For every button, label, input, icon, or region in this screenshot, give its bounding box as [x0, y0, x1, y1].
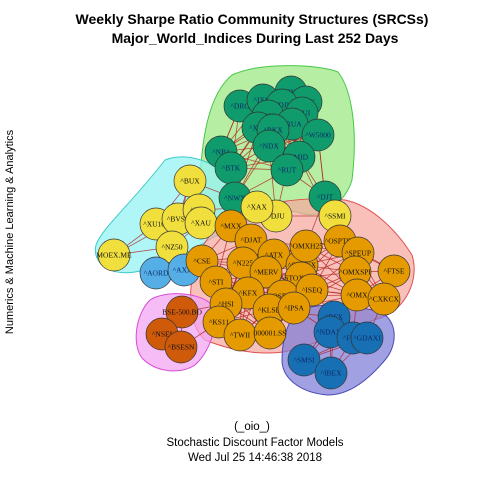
node-label: ^CXKCX [369, 295, 399, 304]
node-circle[interactable] [249, 255, 283, 289]
node-merv[interactable]: ^MERV [249, 255, 283, 289]
node-label: ^XAX [247, 203, 267, 212]
node-smsi[interactable]: ^SMSI [287, 343, 321, 377]
node-label: ^NDAXI [316, 328, 344, 337]
node-label: ^IBEX [320, 369, 342, 378]
node-label: ^IXIC [254, 96, 273, 105]
node-label: ^HSI [218, 300, 234, 309]
node-bux[interactable]: ^BUX [173, 164, 207, 198]
node-layer: ^DRG^IXIC^NYA^OEX^DJI^RUI^PSE^RUA^XMI^BK… [96, 75, 411, 390]
node-label: ^BUX [180, 177, 200, 186]
node-xax[interactable]: ^XAX [240, 190, 274, 224]
node-btk[interactable]: ^BTK [214, 151, 248, 185]
node-bse-500-bo[interactable]: BSE-500.BO [162, 295, 202, 329]
title-line-2: Major_World_Indices During Last 252 Days [112, 30, 399, 46]
node-label: ^BTK [222, 164, 241, 173]
node-label: ^W5000 [305, 131, 331, 140]
node-circle[interactable] [287, 343, 321, 377]
node-moex-me[interactable]: MOEX.ME [96, 238, 132, 272]
node-label: ^DJI [275, 101, 290, 110]
node-label: ^STI [209, 278, 224, 287]
node-label: ^OMXH25 [289, 242, 323, 251]
node-label: ^BSESN [168, 343, 195, 352]
node-label: ^XAU [191, 219, 211, 228]
node-label: ^SPEUP [345, 249, 371, 258]
node-label: ^SSMI [324, 212, 346, 221]
node-label: ^RUT [278, 166, 297, 175]
node-label: ^BKX [263, 126, 283, 135]
node-label: ^BVSP [167, 215, 189, 224]
node-cxkcx[interactable]: ^CXKCX [367, 282, 401, 316]
node-label: 000001.SS [254, 329, 287, 338]
node-label: ^ATX [265, 251, 284, 260]
node-circle[interactable] [289, 229, 323, 263]
footer-line-3: Wed Jul 25 14:46:38 2018 [188, 452, 322, 464]
node-ibex[interactable]: ^IBEX [314, 356, 348, 390]
footer-line-2: Stochastic Discount Factor Models [166, 437, 343, 449]
node-ipsa[interactable]: ^IPSA [277, 291, 311, 325]
node-rut[interactable]: ^RUT [270, 153, 304, 187]
node-label: ^KS11 [209, 318, 230, 327]
node-circle[interactable] [252, 129, 286, 163]
node-label: ^DJAT [240, 236, 261, 245]
node-label: ^MXX [220, 222, 242, 231]
node-circle[interactable] [314, 356, 348, 390]
node-bsesn[interactable]: ^BSESN [164, 330, 198, 364]
node-label: ^RUA [282, 120, 302, 129]
node-label: ^DJU [267, 212, 285, 221]
node-000001-ss[interactable]: 000001.SS [253, 316, 287, 350]
node-circle[interactable] [164, 330, 198, 364]
node-ftse[interactable]: ^FTSE [377, 254, 411, 288]
node-label: ^OMXSPI [339, 268, 371, 277]
node-label: MOEX.ME [96, 251, 132, 260]
node-label: ^FTSE [383, 267, 404, 276]
node-circle[interactable] [165, 295, 199, 329]
node-label: ^DJT [317, 193, 334, 202]
node-label: ^NWX [224, 194, 246, 203]
node-aord[interactable]: ^AORD [139, 256, 173, 290]
node-circle[interactable] [97, 238, 131, 272]
title-line-1: Weekly Sharpe Ratio Community Structures… [76, 11, 429, 27]
node-label: ^NSEI [152, 330, 173, 339]
node-label: ^TWII [230, 331, 251, 340]
node-circle[interactable] [240, 190, 274, 224]
node-label: ^MID [290, 153, 309, 162]
node-circle[interactable] [277, 291, 311, 325]
node-label: ^DRG [230, 102, 250, 111]
node-ndx[interactable]: ^NDX [252, 129, 286, 163]
node-label: ^NB1 [212, 148, 230, 157]
node-label: ^KFX [239, 289, 258, 298]
node-label: ^AXJO [173, 266, 196, 275]
node-label: ^IPSA [284, 304, 304, 313]
node-circle[interactable] [270, 153, 304, 187]
node-label: ^AORD [144, 269, 169, 278]
node-label: ^KLSE [258, 306, 281, 315]
node-label: ^OMX [346, 291, 368, 300]
side-label: Numerics & Machine Learning & Analytics [4, 129, 16, 334]
node-label: ^NDX [259, 142, 279, 151]
node-w5000[interactable]: ^W5000 [301, 118, 335, 152]
node-label: ^GDAXI [353, 334, 381, 343]
node-circle[interactable] [367, 282, 401, 316]
footer-line-1: (_oio_) [234, 421, 270, 433]
node-label: ^XU100 [143, 220, 169, 229]
node-gdaxi[interactable]: ^GDAXI [350, 321, 384, 355]
node-label: ^CSE [193, 257, 211, 266]
node-label: ^NZ50 [161, 243, 182, 252]
node-omxh25[interactable]: ^OMXH25 [289, 229, 323, 263]
node-label: ^MERV [254, 268, 279, 277]
node-label: BSE-500.BO [162, 308, 202, 317]
node-label: ^N225 [233, 259, 253, 268]
node-label: ^ISEQ [302, 286, 323, 295]
node-circle[interactable] [253, 316, 287, 350]
node-twii[interactable]: ^TWII [223, 318, 257, 352]
node-circle[interactable] [350, 321, 384, 355]
node-label: ^OSPTSE [325, 237, 356, 246]
node-xau[interactable]: ^XAU [184, 206, 218, 240]
node-label: ^SMSI [293, 356, 315, 365]
node-circle[interactable] [301, 118, 335, 152]
